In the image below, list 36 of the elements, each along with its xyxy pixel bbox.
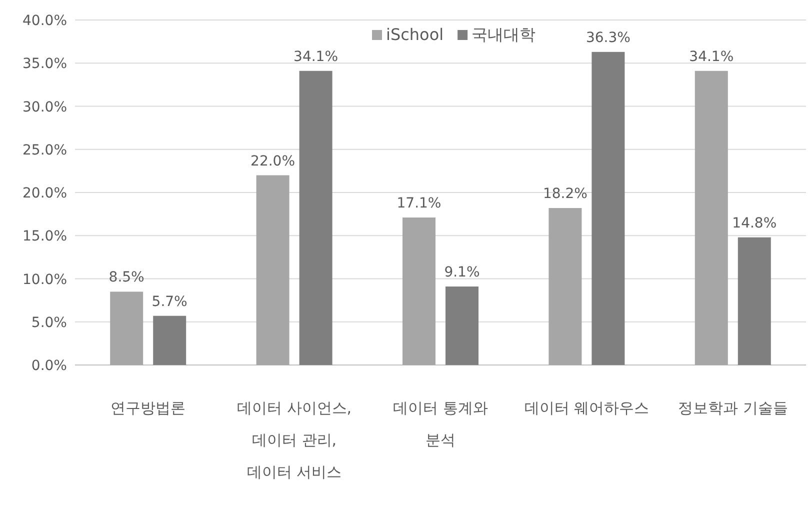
legend-label: 국내대학 bbox=[472, 25, 536, 44]
data-label: 22.0% bbox=[250, 153, 296, 170]
data-label: 17.1% bbox=[396, 196, 442, 212]
data-label: 8.5% bbox=[108, 270, 144, 286]
data-label: 34.1% bbox=[294, 48, 338, 65]
bar bbox=[446, 286, 478, 365]
data-label: 14.8% bbox=[732, 215, 777, 232]
bar bbox=[402, 218, 436, 365]
x-tick-label: 데이터 사이언스, 데이터 관리, 데이터 서비스 bbox=[237, 399, 352, 481]
bar bbox=[592, 52, 625, 365]
legend-label: iSchool bbox=[386, 25, 444, 44]
y-tick-label: 40.0% bbox=[22, 13, 67, 29]
data-label: 5.7% bbox=[152, 294, 188, 310]
x-tick-label: 데이터 통계와 분석 bbox=[393, 399, 488, 449]
y-tick-label: 0.0% bbox=[31, 358, 67, 374]
bar bbox=[110, 292, 144, 365]
data-label: 36.3% bbox=[586, 30, 630, 46]
y-tick-label: 15.0% bbox=[22, 228, 67, 245]
x-tick-label: 정보학과 기술들 bbox=[678, 399, 788, 417]
data-label: 18.2% bbox=[542, 186, 588, 202]
y-tick-label: 30.0% bbox=[22, 99, 67, 116]
bar bbox=[738, 237, 771, 365]
y-tick-label: 25.0% bbox=[22, 142, 67, 158]
bar bbox=[256, 175, 290, 365]
data-label: 34.1% bbox=[689, 48, 734, 65]
y-tick-label: 20.0% bbox=[22, 186, 67, 202]
data-label: 9.1% bbox=[444, 264, 480, 281]
y-tick-label: 35.0% bbox=[22, 56, 67, 72]
bar bbox=[299, 70, 332, 365]
y-tick-label: 10.0% bbox=[22, 272, 67, 288]
x-tick-label: 연구방법론 bbox=[110, 399, 186, 417]
bar bbox=[694, 70, 728, 365]
x-tick-label: 데이터 웨어하우스 bbox=[524, 399, 650, 417]
y-tick-label: 5.0% bbox=[31, 314, 67, 331]
bar bbox=[548, 208, 582, 365]
bar bbox=[153, 316, 186, 365]
